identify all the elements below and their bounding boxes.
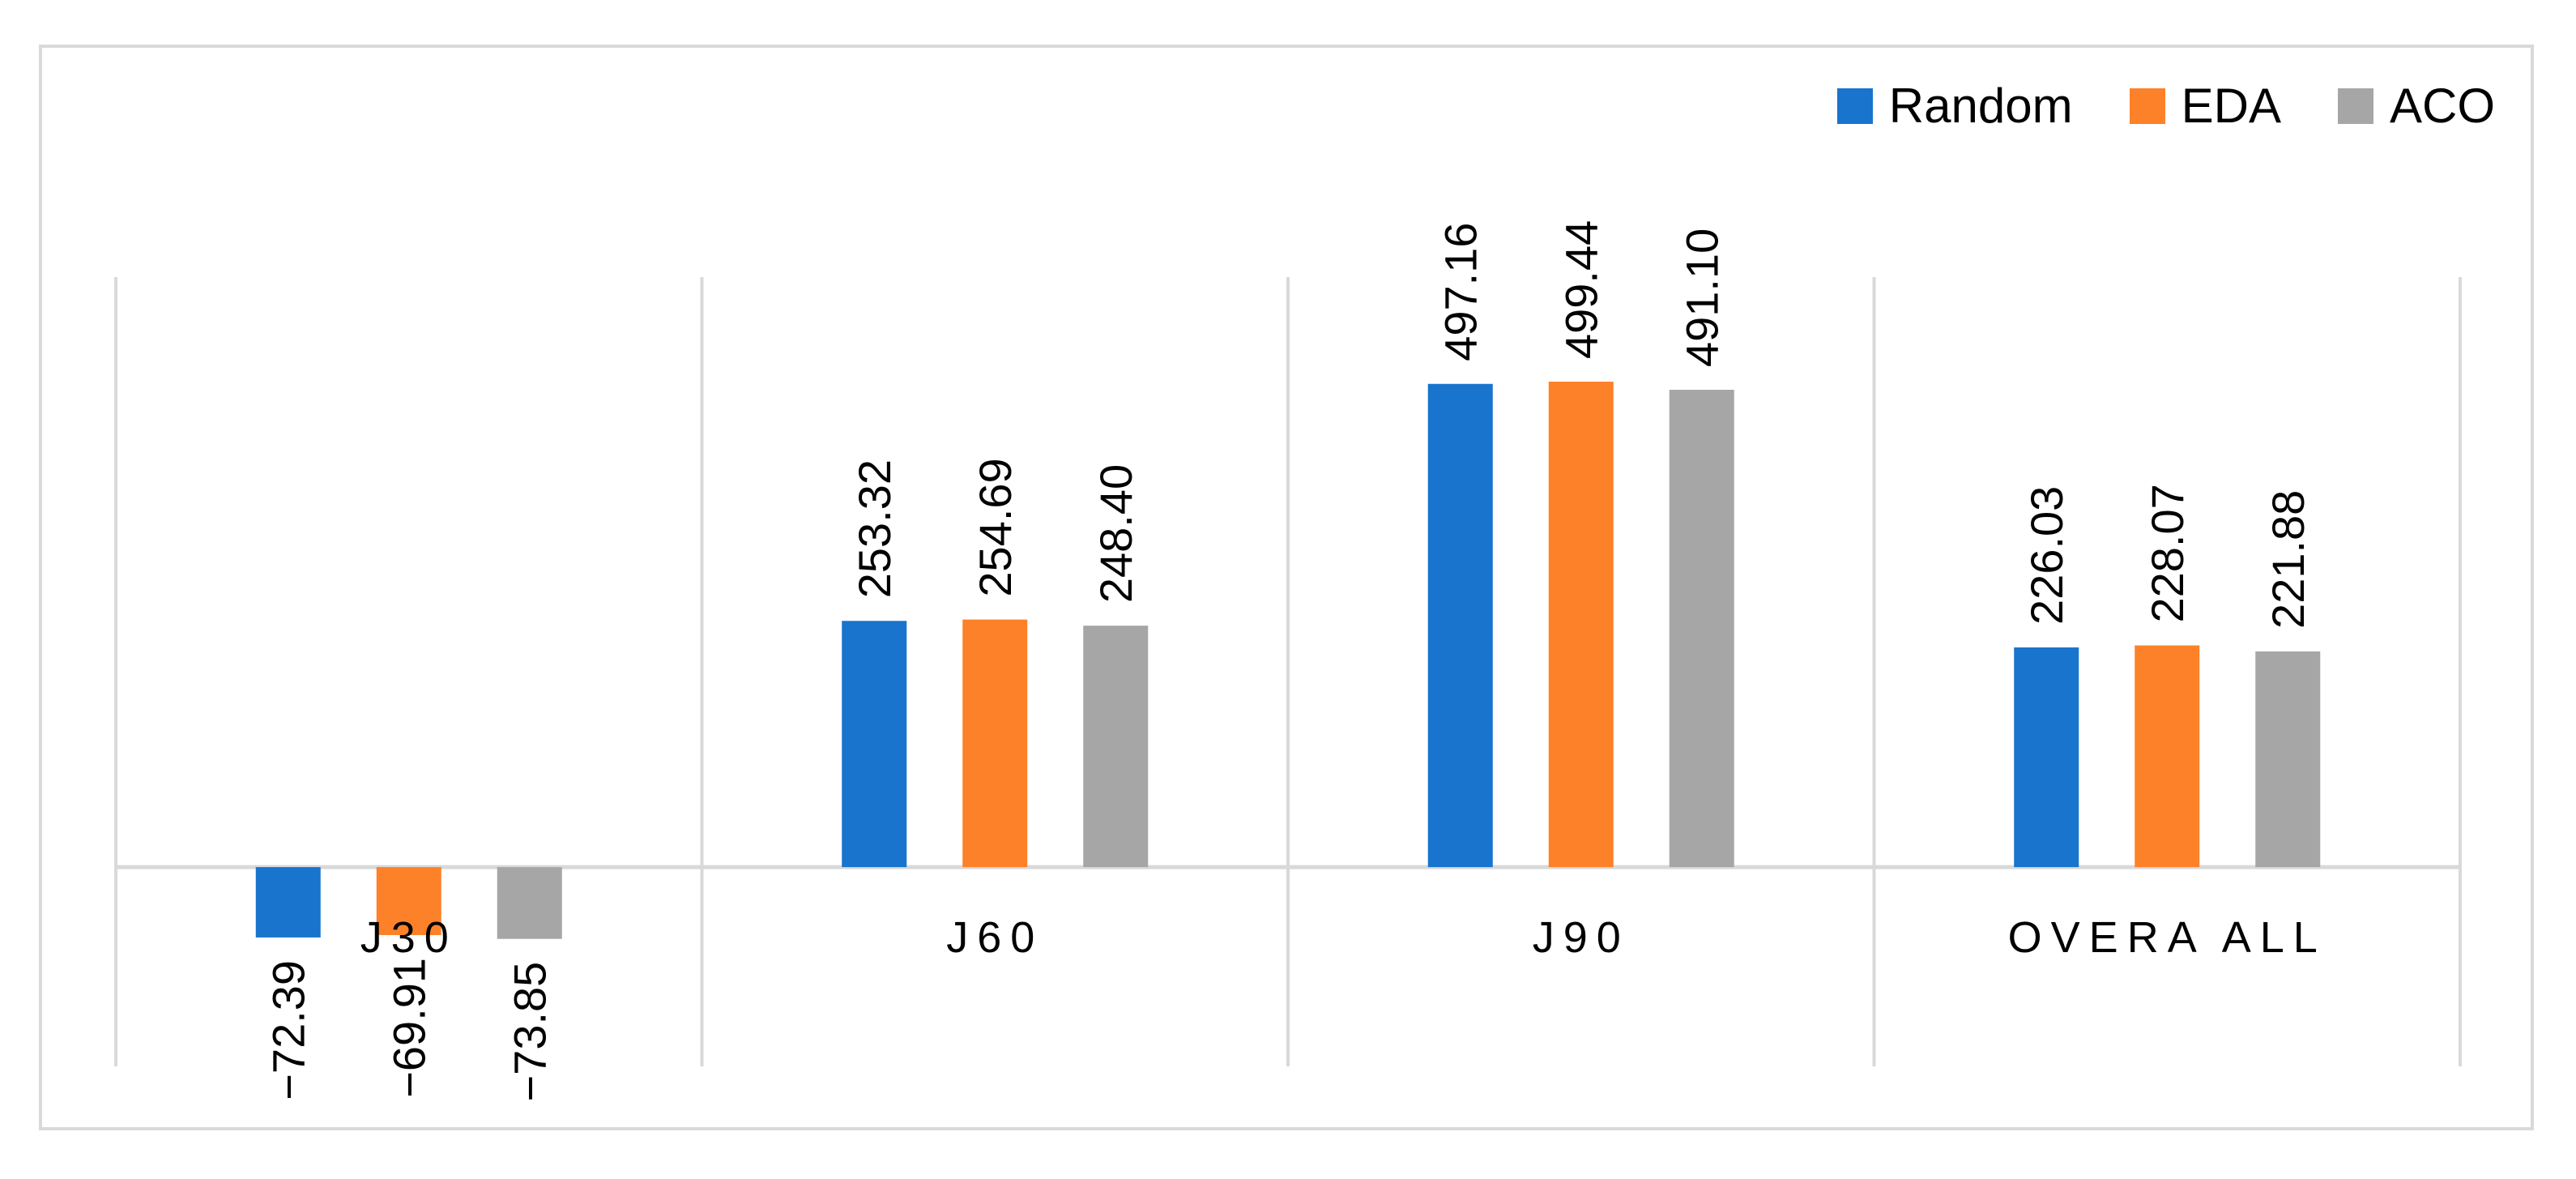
bar-eda-j90 [1548,382,1614,868]
bar-eda-j60 [962,619,1028,868]
category-label: OVERA ALL [2008,913,2327,962]
legend-item-aco: ACO [2337,78,2495,134]
bar-eda-j30 [376,867,441,935]
data-label: 253.32 [849,459,900,598]
data-label: 226.03 [2021,486,2072,625]
legend-swatch-eda [2129,88,2165,124]
bar-aco-overa-all [2255,651,2321,868]
legend-item-random: Random [1836,78,2073,134]
data-label: 499.44 [1556,220,1607,359]
bar-random-j30 [255,867,321,938]
legend-item-eda: EDA [2129,78,2281,134]
legend-label-aco: ACO [2389,79,2495,133]
legend: Random EDA ACO [1836,78,2495,134]
data-label: 228.07 [2142,484,2193,622]
data-label: 221.88 [2263,490,2314,629]
data-label: 491.10 [1677,229,1728,367]
data-label: −72.39 [263,960,314,1100]
data-label: 248.40 [1090,464,1141,603]
legend-swatch-random [1836,88,1873,124]
legend-label-eda: EDA [2181,79,2281,133]
bar-random-overa-all [2014,647,2079,868]
legend-label-random: Random [1888,79,2073,133]
bar-random-j60 [842,621,907,868]
bar-eda-overa-all [2135,645,2200,868]
data-label: −69.91 [384,958,435,1098]
bar-random-j90 [1427,383,1493,868]
data-label: 497.16 [1435,222,1486,361]
category-label: J90 [1533,913,1630,962]
category-label: J60 [946,913,1043,962]
bar-aco-j30 [497,867,562,939]
category-label: J30 [360,913,458,962]
bar-aco-j90 [1669,390,1734,868]
bar-aco-j60 [1083,626,1149,868]
data-label: 254.69 [970,458,1021,596]
data-label: −73.85 [505,962,556,1102]
legend-swatch-aco [2337,88,2373,124]
